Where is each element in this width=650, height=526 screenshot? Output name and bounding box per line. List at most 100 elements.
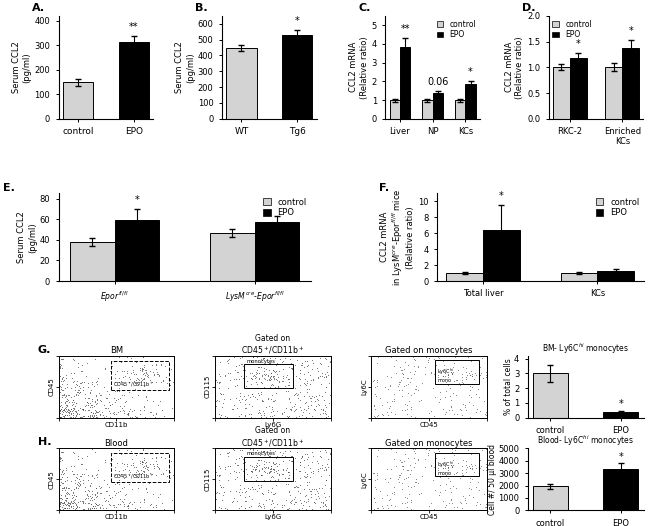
Point bbox=[230, 366, 240, 375]
Point bbox=[70, 412, 81, 421]
Point bbox=[55, 470, 66, 478]
Y-axis label: CD115: CD115 bbox=[205, 375, 211, 398]
Point bbox=[67, 491, 77, 499]
Point bbox=[123, 411, 133, 419]
Point bbox=[322, 460, 333, 469]
Point bbox=[447, 460, 457, 469]
Point bbox=[264, 366, 274, 374]
Point bbox=[263, 464, 274, 472]
Point bbox=[425, 462, 436, 470]
Point bbox=[83, 491, 93, 499]
Point bbox=[224, 448, 235, 457]
Point bbox=[61, 373, 72, 382]
Point bbox=[58, 406, 68, 414]
Point bbox=[289, 390, 299, 399]
Point bbox=[138, 363, 149, 371]
Point bbox=[467, 464, 477, 473]
Point bbox=[273, 383, 283, 391]
Point bbox=[147, 454, 157, 462]
Point bbox=[156, 360, 166, 369]
Point bbox=[299, 472, 309, 480]
Point bbox=[141, 392, 151, 401]
Point bbox=[254, 373, 264, 382]
Point bbox=[228, 401, 239, 410]
Point bbox=[265, 376, 275, 384]
Point bbox=[214, 379, 224, 388]
Text: G.: G. bbox=[38, 345, 51, 355]
Point bbox=[64, 391, 74, 399]
Point bbox=[127, 366, 138, 374]
Point bbox=[452, 366, 463, 375]
Point bbox=[86, 397, 97, 406]
Point bbox=[103, 497, 114, 505]
Text: *: * bbox=[618, 452, 623, 462]
Point bbox=[77, 505, 87, 514]
Point bbox=[315, 447, 326, 455]
Point bbox=[476, 462, 487, 470]
Point bbox=[303, 360, 313, 369]
Point bbox=[74, 480, 85, 488]
Point bbox=[61, 401, 72, 409]
Point bbox=[55, 360, 65, 369]
Point bbox=[251, 471, 261, 479]
Point bbox=[75, 477, 86, 485]
Point bbox=[145, 469, 155, 477]
Point bbox=[277, 377, 287, 385]
Point bbox=[109, 408, 119, 417]
Point bbox=[404, 397, 414, 406]
Point bbox=[263, 451, 273, 459]
Point bbox=[245, 505, 255, 514]
Point bbox=[130, 379, 140, 387]
Point bbox=[266, 464, 276, 472]
Title: BM: BM bbox=[110, 346, 123, 355]
Point bbox=[126, 369, 136, 377]
Point bbox=[393, 472, 404, 481]
Point bbox=[232, 403, 242, 412]
Point bbox=[117, 404, 127, 412]
Point bbox=[124, 499, 135, 508]
Point bbox=[300, 472, 310, 481]
Point bbox=[291, 497, 301, 505]
Point bbox=[113, 500, 124, 509]
Point bbox=[283, 375, 293, 383]
Point bbox=[114, 471, 124, 479]
Point bbox=[457, 469, 467, 478]
Point bbox=[129, 386, 139, 394]
Point bbox=[142, 466, 153, 474]
Point bbox=[458, 492, 468, 500]
Point bbox=[151, 408, 161, 417]
Point bbox=[251, 463, 261, 471]
Point bbox=[218, 394, 229, 403]
Point bbox=[75, 505, 85, 514]
Point bbox=[324, 492, 334, 500]
Point bbox=[139, 463, 150, 472]
Point bbox=[443, 370, 453, 378]
Point bbox=[246, 374, 256, 382]
Point bbox=[314, 391, 324, 399]
Point bbox=[306, 493, 316, 501]
Point bbox=[231, 375, 241, 383]
Point bbox=[320, 463, 330, 471]
Point bbox=[231, 362, 241, 370]
Point bbox=[307, 376, 318, 385]
Point bbox=[268, 460, 279, 468]
Point bbox=[70, 390, 81, 398]
Point bbox=[87, 411, 98, 420]
Point bbox=[63, 501, 73, 509]
Point bbox=[120, 473, 130, 482]
Point bbox=[263, 488, 274, 496]
Point bbox=[300, 492, 310, 500]
Point bbox=[317, 371, 327, 380]
Point bbox=[285, 355, 295, 363]
Point bbox=[225, 394, 235, 403]
Point bbox=[410, 459, 420, 468]
Point bbox=[222, 449, 232, 458]
Point bbox=[441, 501, 452, 509]
Point bbox=[58, 470, 69, 478]
Point bbox=[153, 370, 163, 378]
Point bbox=[240, 382, 251, 390]
Point bbox=[242, 483, 253, 492]
Point bbox=[312, 487, 322, 495]
Point bbox=[416, 489, 426, 497]
Bar bbox=[422, 100, 433, 119]
